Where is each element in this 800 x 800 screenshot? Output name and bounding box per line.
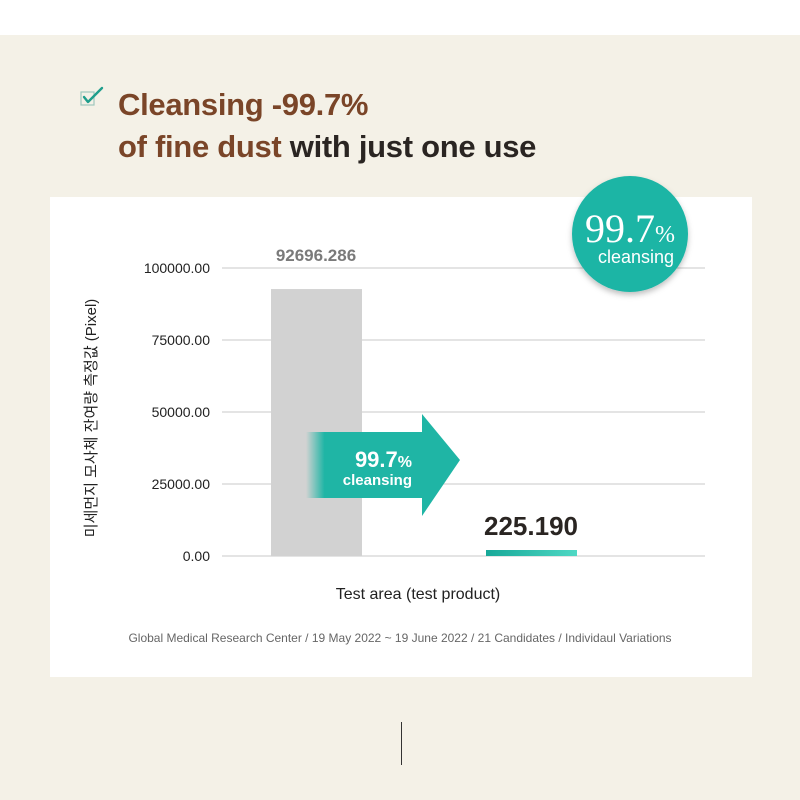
arrow-label: cleansing bbox=[343, 472, 412, 489]
y-tick-label: 50000.00 bbox=[152, 404, 211, 420]
percent-badge: 99.7% cleansing bbox=[572, 176, 688, 292]
badge-label: cleansing bbox=[598, 247, 674, 267]
title-highlight: of fine dust bbox=[118, 129, 282, 164]
svg-text:99.7%: 99.7% bbox=[585, 206, 675, 251]
x-axis-label: Test area (test product) bbox=[336, 586, 501, 603]
badge-unit: % bbox=[655, 222, 675, 248]
title-line-1: Cleansing -99.7% bbox=[118, 87, 369, 122]
y-tick-label: 0.00 bbox=[183, 548, 210, 564]
arrow-unit: % bbox=[398, 454, 412, 471]
y-tick-label: 100000.00 bbox=[144, 260, 210, 276]
data-label: 92696.286 bbox=[276, 246, 356, 265]
checkbox-check-icon bbox=[80, 86, 104, 106]
y-tick-label: 75000.00 bbox=[152, 332, 211, 348]
svg-text:99.7%: 99.7% bbox=[355, 447, 412, 472]
reduction-arrow: 99.7% cleansing bbox=[306, 414, 460, 516]
arrow-value: 99.7 bbox=[355, 447, 398, 472]
bar bbox=[271, 289, 362, 556]
page-title: Cleansing -99.7% of fine dust with just … bbox=[118, 84, 536, 168]
bar bbox=[486, 550, 577, 556]
title-rest: with just one use bbox=[281, 129, 537, 164]
divider-line bbox=[401, 722, 402, 765]
y-axis-label: 미세먼지 모사체 잔여량 측정값 (Pixel) bbox=[83, 299, 100, 538]
y-tick-label: 25000.00 bbox=[152, 476, 211, 492]
footnote: Global Medical Research Center / 19 May … bbox=[128, 631, 672, 645]
badge-value: 99.7 bbox=[585, 206, 655, 251]
data-label: 225.190 bbox=[484, 511, 578, 541]
top-band bbox=[0, 0, 800, 35]
